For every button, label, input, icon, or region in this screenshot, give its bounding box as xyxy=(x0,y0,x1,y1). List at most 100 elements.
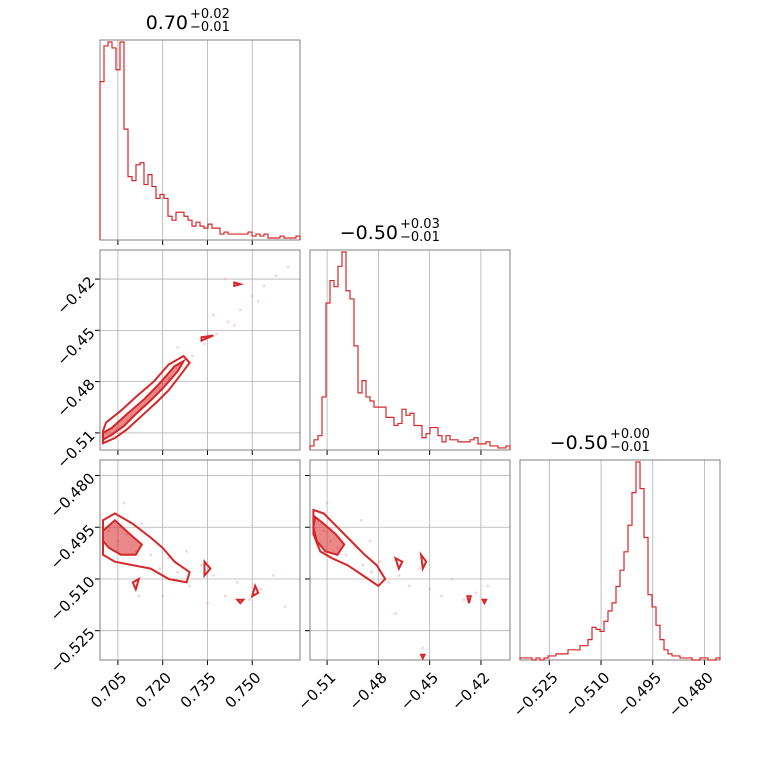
contour-line-7 xyxy=(203,558,212,579)
sample-point xyxy=(428,587,432,591)
x-tick-label: 0.705 xyxy=(87,669,130,712)
y-tick-label: −0.495 xyxy=(47,521,99,573)
contour-line-6 xyxy=(131,576,141,593)
sample-point xyxy=(359,518,363,522)
panel-frame xyxy=(99,249,301,451)
y-tick-label: −0.42 xyxy=(53,273,98,318)
sample-point xyxy=(122,501,126,505)
y-tick-label: −0.510 xyxy=(47,573,99,625)
histogram-step-1 xyxy=(309,251,511,450)
panel-grid xyxy=(100,250,300,450)
panel-r1-c0 xyxy=(95,249,301,455)
sample-point xyxy=(462,598,466,602)
contour-line-14 xyxy=(466,595,472,604)
panel-grid xyxy=(117,40,253,240)
sample-point xyxy=(397,574,401,577)
panel-grid xyxy=(100,460,300,660)
sample-point xyxy=(200,563,203,567)
sample-point xyxy=(223,594,227,598)
panel-frame xyxy=(99,459,301,661)
x-tick-label: 0.750 xyxy=(222,669,265,712)
y-tick-label: −0.45 xyxy=(53,324,98,369)
sample-point xyxy=(259,587,263,591)
sample-point xyxy=(226,320,230,324)
x-tick-label: −0.51 xyxy=(294,669,339,714)
sample-point xyxy=(176,570,180,574)
sample-point xyxy=(232,323,236,327)
sample-point xyxy=(215,332,218,336)
sample-point xyxy=(250,294,254,298)
contour-fill-10 xyxy=(312,515,346,556)
sample-point xyxy=(387,581,391,584)
title-plus: +0.03 xyxy=(400,217,440,232)
contour-line-1 xyxy=(102,354,191,445)
title-plus: +0.02 xyxy=(190,7,230,22)
sample-point xyxy=(271,574,275,577)
title-minus: −0.01 xyxy=(400,230,440,245)
sample-point xyxy=(161,594,165,598)
panel-frame xyxy=(309,249,511,451)
title-value: −0.50 xyxy=(340,222,398,244)
panel-r2-c2 xyxy=(519,459,721,665)
sample-point xyxy=(203,342,206,346)
contour-line-8 xyxy=(235,598,246,605)
sample-point xyxy=(474,591,478,595)
sample-point xyxy=(286,265,290,269)
y-tick-label: −0.525 xyxy=(47,625,99,677)
sample-point xyxy=(149,553,153,557)
sample-point xyxy=(440,594,444,598)
contour-line-3 xyxy=(233,281,244,288)
sample-point xyxy=(353,546,356,550)
sample-point xyxy=(212,313,215,317)
sample-point xyxy=(167,556,171,560)
y-tick-label: −0.51 xyxy=(53,427,98,472)
sample-point xyxy=(262,284,266,288)
sample-point xyxy=(235,581,239,584)
title-minus: −0.01 xyxy=(190,20,230,35)
x-tick-label: −0.45 xyxy=(397,669,442,714)
sample-point xyxy=(394,612,397,615)
sample-point xyxy=(450,577,454,581)
sample-point xyxy=(368,539,372,543)
sample-point xyxy=(361,563,365,567)
panel-r2-c1 xyxy=(305,459,511,665)
sample-point xyxy=(370,570,373,574)
contour-line-12 xyxy=(393,556,404,572)
histogram-step-0 xyxy=(99,41,301,240)
x-tick-label: −0.48 xyxy=(346,669,391,714)
sample-point xyxy=(206,601,209,605)
sample-point xyxy=(212,574,215,577)
param-title-2: −0.50 +0.00−0.01 xyxy=(550,427,650,455)
panel-frame xyxy=(309,459,511,661)
contour-line-2 xyxy=(200,334,214,343)
contour-line-15 xyxy=(480,598,488,606)
x-tick-label: −0.510 xyxy=(561,669,613,721)
panel-r0-c0 xyxy=(99,39,301,245)
panel-grid xyxy=(310,460,510,660)
sample-point xyxy=(344,553,348,557)
x-tick-label: −0.480 xyxy=(665,669,717,721)
sample-point xyxy=(274,274,278,278)
sample-point xyxy=(247,598,251,602)
contour-line-11 xyxy=(312,508,387,588)
sample-point xyxy=(283,605,287,608)
sample-point xyxy=(238,308,242,312)
sample-point xyxy=(137,594,141,598)
x-tick-label: −0.42 xyxy=(448,669,493,714)
histogram-step-2 xyxy=(519,461,721,661)
contour-fill-0 xyxy=(102,358,187,442)
y-tick-label: −0.48 xyxy=(53,375,98,420)
sample-point xyxy=(378,560,382,564)
panel-grid xyxy=(548,460,705,660)
param-title-0: 0.70 +0.02−0.01 xyxy=(146,7,230,35)
sample-point xyxy=(191,354,194,358)
sample-point xyxy=(188,584,191,588)
contour-line-5 xyxy=(102,512,191,584)
title-value: 0.70 xyxy=(146,12,188,34)
title-value: −0.50 xyxy=(550,432,608,454)
sample-point xyxy=(140,522,144,526)
scatter-samples-2 xyxy=(317,501,490,650)
contour-line-16 xyxy=(419,653,427,661)
sample-point xyxy=(407,584,411,588)
